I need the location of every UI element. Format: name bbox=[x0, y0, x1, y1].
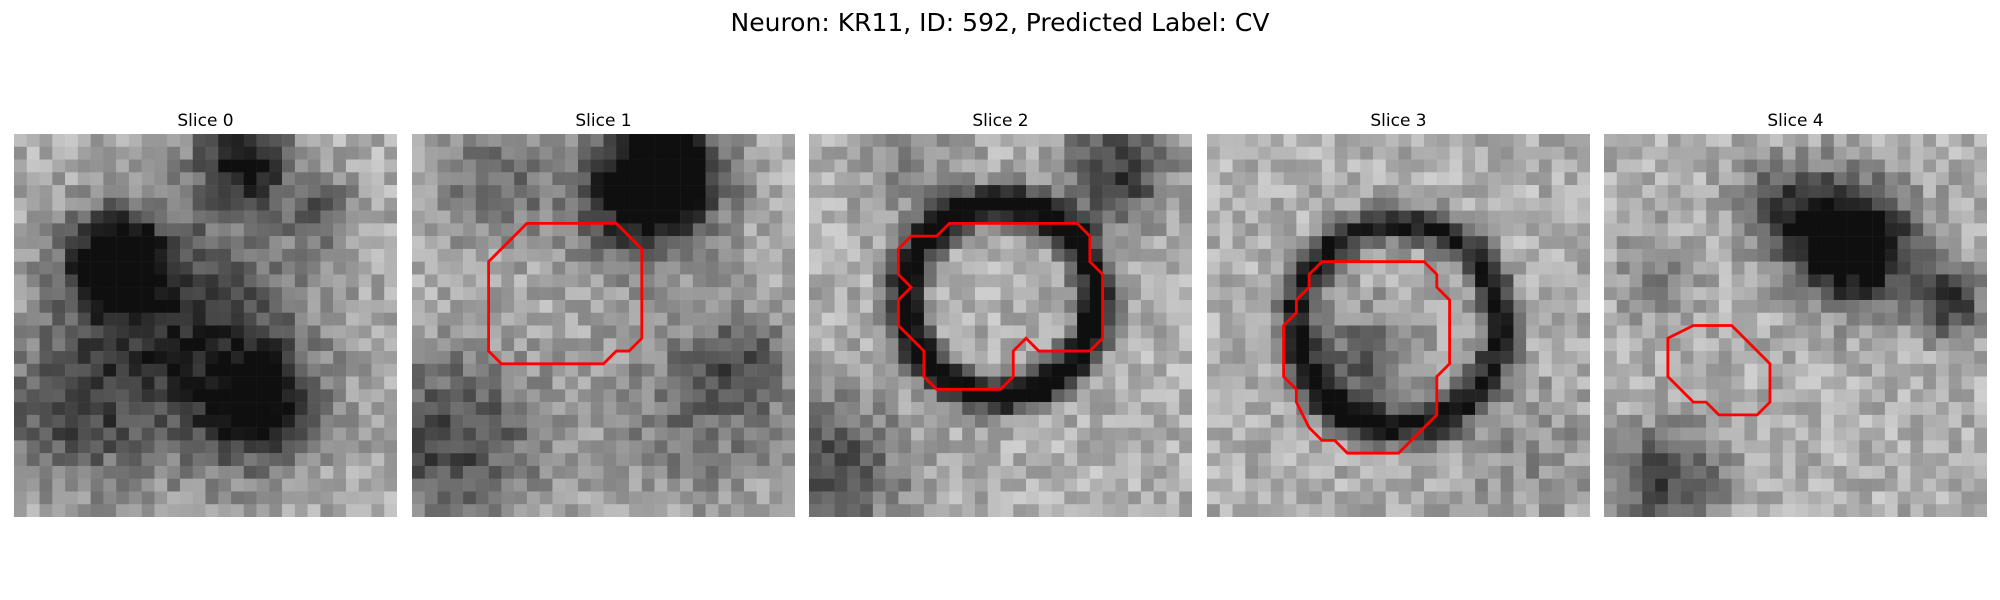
slice-title-0: Slice 0 bbox=[177, 111, 234, 131]
slice-title-2: Slice 2 bbox=[972, 111, 1029, 131]
slice-title-4: Slice 4 bbox=[1767, 111, 1824, 131]
slice-panel-1: Slice 1 bbox=[412, 110, 795, 517]
slice-panel-4: Slice 4 bbox=[1604, 110, 1987, 517]
slice-panel-3: Slice 3 bbox=[1207, 110, 1590, 517]
roi-contour-3 bbox=[1282, 260, 1451, 455]
slice-title-3: Slice 3 bbox=[1370, 111, 1427, 131]
slice-image-1 bbox=[412, 134, 795, 517]
slice-panel-0: Slice 0 bbox=[14, 110, 397, 517]
roi-contour-2 bbox=[896, 221, 1105, 391]
slice-image-2 bbox=[809, 134, 1192, 517]
slice-image-4 bbox=[1604, 134, 1987, 517]
roi-contour-4 bbox=[1666, 324, 1772, 417]
roi-contour-1 bbox=[487, 221, 644, 366]
slice-image-3 bbox=[1207, 134, 1590, 517]
slice-image-0 bbox=[14, 134, 397, 517]
figure-title: Neuron: KR11, ID: 592, Predicted Label: … bbox=[730, 8, 1270, 37]
slice-title-1: Slice 1 bbox=[575, 111, 632, 131]
slice-panel-2: Slice 2 bbox=[809, 110, 1192, 517]
